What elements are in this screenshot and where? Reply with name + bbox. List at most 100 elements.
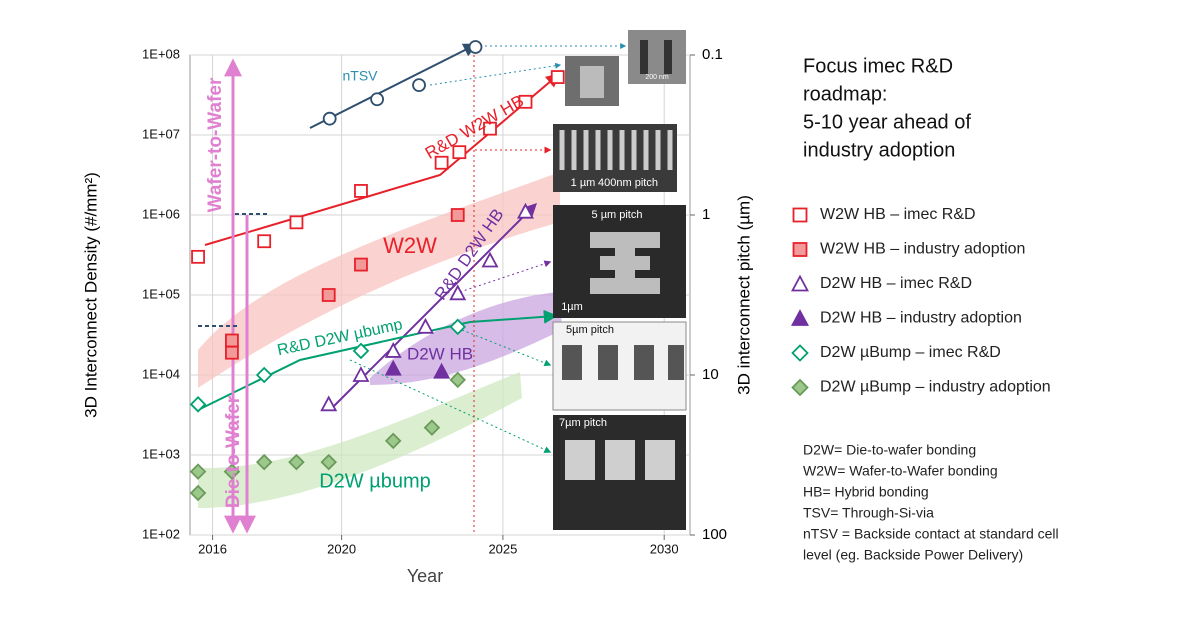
legend-marker — [792, 207, 808, 223]
data-point — [450, 208, 465, 222]
legend-marker — [791, 344, 809, 362]
y2-axis-label: 3D interconnect pitch (µm) — [734, 195, 753, 395]
data-point — [518, 94, 533, 109]
annotation: D2W HB — [407, 344, 473, 363]
data-point — [354, 257, 368, 272]
data-point — [449, 318, 467, 336]
legend-label: D2W µBump – imec R&D — [820, 344, 1001, 361]
plot-layer: 1E+02 1E+03 1E+04 1E+05 1E+06 1E+07 1E+08 2016 2… — [81, 40, 1059, 586]
side-note: TSV= Through-Si-via — [803, 505, 934, 521]
data-point — [483, 121, 497, 136]
side-note: D2W= Die-to-wafer bonding — [803, 442, 976, 458]
y-tick-label: 1E+05 — [142, 286, 180, 301]
data-point — [352, 366, 370, 382]
data-point — [289, 215, 304, 230]
x-tick-label: 2030 — [650, 541, 679, 556]
side-note: level (eg. Backside Power Delivery) — [803, 547, 1023, 563]
side-heading: Focus imec R&D — [803, 55, 953, 77]
micrograph-detail — [559, 130, 673, 170]
data-point — [322, 111, 337, 126]
ntsv-trend — [309, 43, 478, 129]
data-point — [225, 345, 239, 360]
data-point — [449, 284, 467, 301]
side-heading: industry adoption — [803, 139, 955, 161]
data-point — [370, 92, 384, 107]
image-label: 1µm — [561, 301, 583, 313]
side-heading: 5-10 year ahead of — [803, 111, 971, 133]
data-point — [189, 463, 207, 480]
annotation: Die-to-Wafer — [223, 395, 244, 508]
data-point — [423, 419, 441, 436]
side-note: nTSV = Backside contact at standard cell — [803, 526, 1059, 542]
micrograph-detail — [580, 66, 604, 98]
y-tick-label: 1E+07 — [142, 126, 180, 141]
annotation: D2W µbump — [319, 470, 431, 492]
y-tick-label: 1E+04 — [142, 366, 180, 381]
data-point — [354, 184, 368, 198]
y-tick-label: 1E+08 — [142, 46, 180, 61]
data-point — [320, 453, 337, 471]
image-label: 5µm pitch — [566, 324, 614, 336]
d2w-hb-band — [370, 292, 562, 385]
d2w-band — [198, 372, 522, 508]
x-tick-label: 2016 — [198, 541, 227, 556]
data-point — [452, 145, 467, 160]
data-point — [468, 40, 483, 54]
y-tick-label: 1E+06 — [142, 206, 180, 221]
side-note: W2W= Wafer-to-Wafer bonding — [803, 463, 998, 479]
image-label: 200 nm — [645, 74, 669, 81]
data-point — [384, 342, 402, 358]
x-tick-label: 2020 — [327, 541, 356, 556]
data-point — [189, 484, 207, 502]
side-note: HB= Hybrid bonding — [803, 484, 929, 500]
micrograph-detail — [590, 232, 660, 294]
data-point — [433, 362, 451, 379]
data-point — [516, 202, 534, 219]
legend-marker — [790, 274, 810, 292]
y-tick-label: 1E+02 — [142, 526, 180, 541]
y2-tick-label: 0.1 — [702, 46, 723, 63]
data-point — [449, 371, 467, 389]
y2-tick-label: 10 — [702, 366, 719, 383]
image-label: 400nm pitch — [598, 177, 658, 189]
x-tick-label: 2025 — [488, 541, 517, 556]
legend-marker — [790, 309, 810, 326]
image-label: 1 µm — [571, 177, 596, 189]
ubump-trend — [197, 309, 558, 411]
image-label: 7µm pitch — [559, 417, 607, 429]
data-point — [189, 396, 207, 413]
data-point — [352, 342, 370, 360]
data-point — [434, 155, 449, 170]
y-tick-label: 1E+03 — [142, 446, 180, 461]
data-point — [288, 453, 305, 471]
w2w-band — [198, 172, 560, 388]
data-point — [191, 249, 205, 264]
data-point — [320, 395, 338, 412]
pointer — [349, 359, 552, 453]
micrograph-detail — [640, 40, 648, 74]
y-axis-label: 3D Interconnect Density (#/mm²) — [81, 172, 100, 418]
data-point — [321, 288, 336, 302]
data-point — [255, 366, 273, 384]
legend-label: W2W HB – imec R&D — [820, 206, 976, 223]
annotation: Wafer-to-Wafer — [205, 77, 226, 212]
data-point — [481, 251, 499, 268]
legend-label: W2W HB – industry adoption — [820, 241, 1025, 258]
micrograph-detail — [562, 345, 684, 380]
image-label: 5 µm pitch — [592, 209, 643, 221]
legend-label: D2W µBump – industry adoption — [820, 379, 1051, 396]
micrograph — [628, 30, 686, 84]
pointer — [461, 329, 552, 367]
data-point — [257, 234, 272, 249]
data-point — [412, 78, 426, 93]
data-point — [225, 333, 239, 348]
micrographs — [552, 30, 687, 530]
data-point — [416, 317, 434, 334]
pointer — [459, 260, 552, 293]
y2-tick-label: 100 — [702, 526, 727, 543]
legend-label: D2W HB – industry adoption — [820, 310, 1022, 327]
legend-marker — [791, 378, 809, 397]
annotation: W2W — [383, 233, 437, 258]
